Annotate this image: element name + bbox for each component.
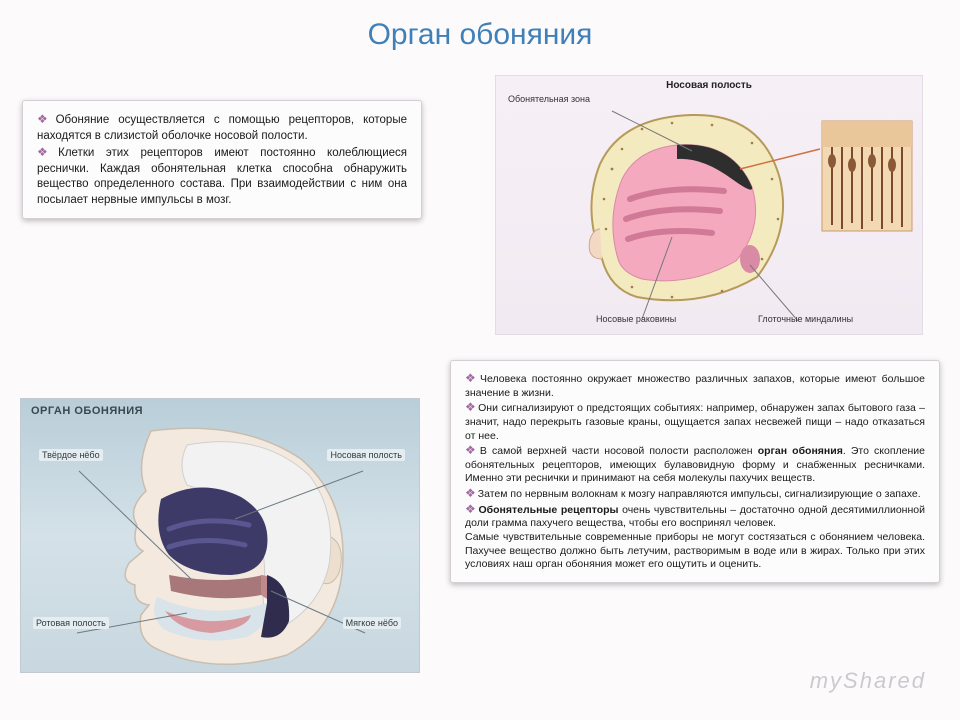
box2-item-3: Затем по нервным волокнам к мозгу направ… [478, 488, 921, 500]
info-box-1: ❖Обоняние осуществляется с помощью рецеп… [22, 100, 422, 219]
nasal-cavity-svg [496, 91, 924, 331]
label-soft-palate: Мягкое нёбо [343, 617, 401, 629]
box2-tail: Самые чувствительные современные приборы… [465, 531, 925, 572]
box1-item-1: Клетки этих рецепторов имеют постоянно к… [37, 147, 407, 206]
diamond-icon: ❖ [37, 145, 56, 159]
box2-item-0: Человека постоянно окружает множество ра… [465, 373, 925, 399]
diamond-icon: ❖ [465, 486, 476, 500]
diagram-nasal-cavity: Носовая полость [495, 75, 923, 335]
box2-item-2-bold: орган обоняния [758, 445, 843, 457]
diagram-olfactory-organ: ОРГАН ОБОНЯНИЯ Твёрдое н [20, 398, 420, 673]
label-olfactory-zone: Обонятельная зона [508, 94, 590, 104]
label-oral-cavity: Ротовая полость [33, 617, 109, 629]
label-hard-palate: Твёрдое нёбо [39, 449, 103, 461]
diamond-icon: ❖ [465, 400, 476, 414]
box2-item-1: Они сигнализируют о предстоящих событиях… [465, 402, 925, 441]
page-title: Орган обоняния [0, 0, 960, 62]
label-nasal-conchae: Носовые раковины [596, 314, 676, 324]
box1-item-0: Обоняние осуществляется с помощью рецепт… [37, 114, 407, 142]
diagram-bottom-title: ОРГАН ОБОНЯНИЯ [21, 399, 419, 423]
box2-item-4-bold: Обонятельные рецепторы [478, 504, 618, 516]
diamond-icon: ❖ [465, 443, 478, 457]
watermark: myShared [810, 668, 926, 694]
diamond-icon: ❖ [465, 371, 478, 385]
diamond-icon: ❖ [37, 112, 54, 126]
label-pharyngeal-tonsils: Глоточные миндалины [758, 314, 853, 324]
label-nasal-cavity: Носовая полость [327, 449, 405, 461]
diamond-icon: ❖ [465, 502, 476, 516]
diagram-top-title: Носовая полость [496, 80, 922, 91]
box2-item-2a: В самой верхней части носовой полости ра… [480, 445, 758, 457]
info-box-2: ❖Человека постоянно окружает множество р… [450, 360, 940, 583]
